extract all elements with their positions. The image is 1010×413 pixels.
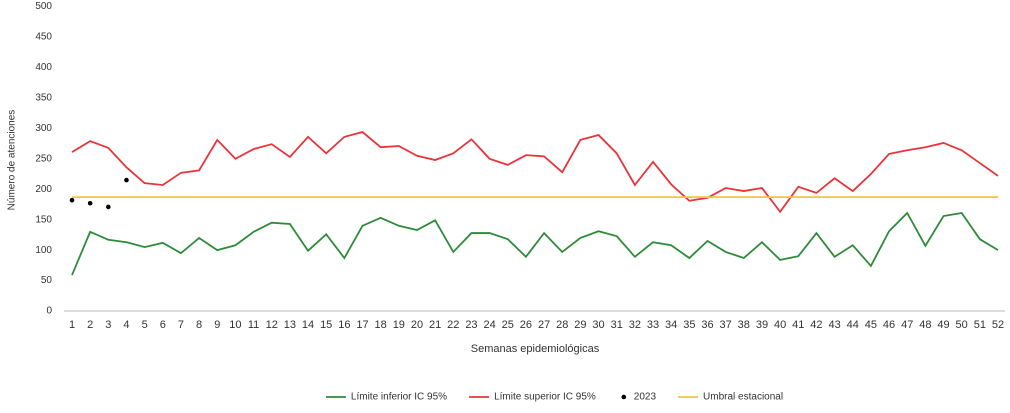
legend-item: 2023 xyxy=(621,392,656,403)
x-tick-label: 6 xyxy=(160,319,166,331)
x-tick-label: 4 xyxy=(123,319,129,331)
x-tick-label: 36 xyxy=(701,319,713,331)
x-tick-label: 9 xyxy=(214,319,220,331)
y-tick-label: 250 xyxy=(35,153,52,164)
series-line xyxy=(71,211,999,276)
x-tick-label: 22 xyxy=(447,319,459,331)
x-tick-label: 18 xyxy=(375,319,387,331)
x-tick-label: 31 xyxy=(611,319,623,331)
x-tick-label: 44 xyxy=(847,319,859,331)
y-tick-label: 100 xyxy=(35,245,52,256)
x-tick-label: 10 xyxy=(229,319,241,331)
x-tick-label: 37 xyxy=(720,319,732,331)
x-tick-label: 40 xyxy=(774,319,786,331)
x-tick-label: 15 xyxy=(320,319,332,331)
x-tick-label: 30 xyxy=(592,319,604,331)
x-tick-label: 7 xyxy=(178,319,184,331)
x-tick-label: 3 xyxy=(105,319,111,331)
x-tick-label: 21 xyxy=(429,319,441,331)
x-tick-label: 14 xyxy=(302,319,314,331)
y-tick-label: 150 xyxy=(35,214,52,225)
x-tick-label: 49 xyxy=(937,319,949,331)
legend: Límite inferior IC 95% Límite superior IC… xyxy=(325,392,783,403)
x-tick-label: 34 xyxy=(665,319,677,331)
x-tick-label: 24 xyxy=(483,319,495,331)
y-tick-label: 0 xyxy=(46,306,52,317)
y-axis-title: Número de atenciones xyxy=(7,110,18,211)
x-tick-label: 12 xyxy=(266,319,278,331)
y-tick-label: 500 xyxy=(35,1,52,12)
y-tick-label: 450 xyxy=(35,32,52,43)
legend-label: 2023 xyxy=(634,392,657,403)
x-tick-label: 11 xyxy=(248,319,259,331)
y-tick-label: 350 xyxy=(35,93,52,104)
x-tick-label: 29 xyxy=(574,319,586,331)
x-tick-label: 13 xyxy=(284,319,296,331)
y-tick-label: 300 xyxy=(35,123,52,134)
x-tick-label: 1 xyxy=(69,319,75,331)
x-tick-label: 43 xyxy=(828,319,840,331)
x-tick-label: 23 xyxy=(465,319,477,331)
data-point xyxy=(124,177,129,183)
x-tick-label: 45 xyxy=(865,319,877,331)
x-tick-label: 39 xyxy=(756,319,768,331)
y-tick-label: 400 xyxy=(35,62,52,73)
x-tick-label: 46 xyxy=(883,319,895,331)
series-line xyxy=(71,131,999,214)
x-tick-label: 25 xyxy=(502,319,514,331)
x-tick-label: 33 xyxy=(647,319,659,331)
x-axis-title: Semanas epidemiológicas xyxy=(471,343,600,355)
x-tick-label: 47 xyxy=(901,319,913,331)
x-tick-label: 32 xyxy=(629,319,641,331)
legend-label: Umbral estacional xyxy=(703,392,783,403)
x-tick-label: 50 xyxy=(956,319,968,331)
x-tick-label: 41 xyxy=(792,319,804,331)
x-tick-label: 20 xyxy=(411,319,423,331)
legend-label: Límite inferior IC 95% xyxy=(351,392,447,403)
x-tick-label: 26 xyxy=(520,319,532,331)
data-point xyxy=(69,197,75,203)
x-tick-label: 8 xyxy=(196,319,202,331)
data-point xyxy=(87,200,93,206)
x-tick-label: 35 xyxy=(683,319,695,331)
x-tick-label: 52 xyxy=(992,319,1004,331)
legend-label: Límite superior IC 95% xyxy=(494,392,596,403)
x-tick-label: 28 xyxy=(556,319,568,331)
x-tick-label: 2 xyxy=(87,319,93,331)
x-tick-label: 16 xyxy=(338,319,350,331)
x-tick-label: 27 xyxy=(538,319,550,331)
x-tick-label: 17 xyxy=(356,319,368,331)
legend-symbol xyxy=(621,394,627,400)
legend-item: Límite inferior IC 95% xyxy=(325,392,447,403)
y-tick-label: 200 xyxy=(35,184,52,195)
x-tick-label: 5 xyxy=(142,319,148,331)
legend-item: Umbral estacional xyxy=(678,392,783,403)
data-point xyxy=(106,204,111,210)
legend-item: Límite superior IC 95% xyxy=(469,392,596,403)
x-tick-label: 19 xyxy=(393,319,405,331)
x-tick-label: 38 xyxy=(738,319,750,331)
x-tick-label: 48 xyxy=(919,319,931,331)
x-tick-label: 42 xyxy=(810,319,822,331)
x-tick-label: 51 xyxy=(974,319,986,331)
y-tick-label: 50 xyxy=(41,275,53,286)
